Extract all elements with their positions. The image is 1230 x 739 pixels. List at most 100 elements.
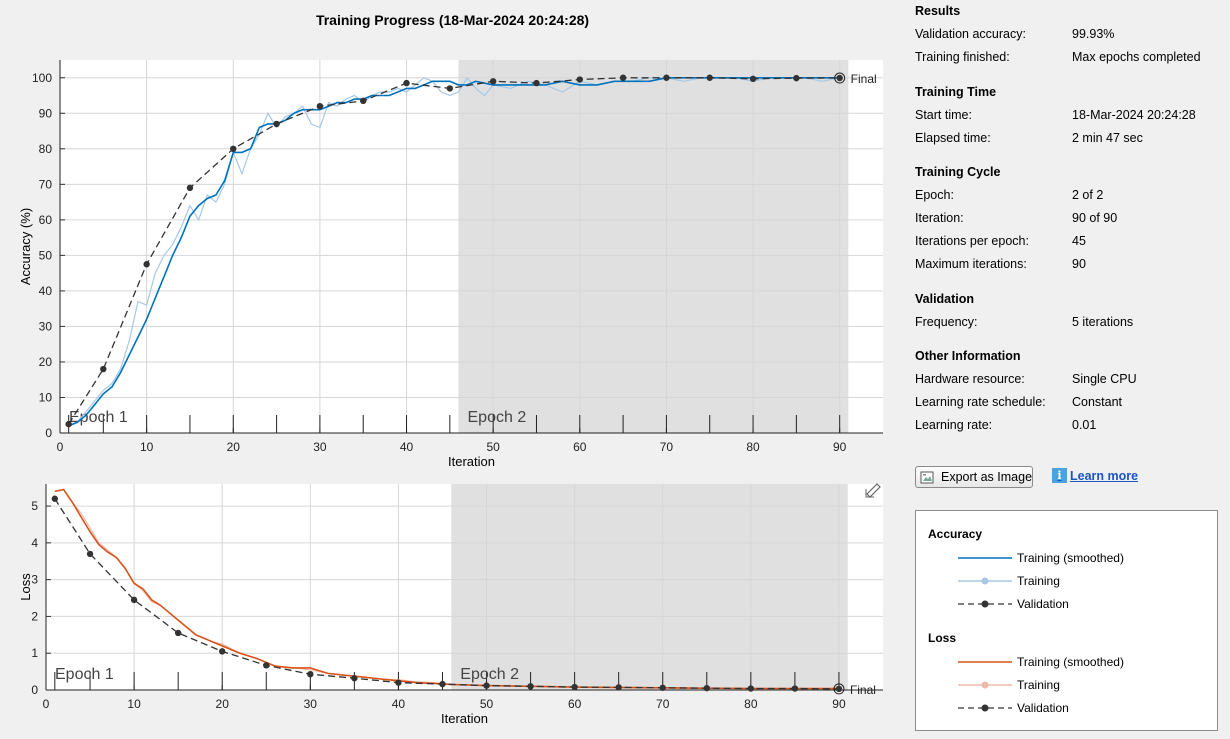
legend-loss-training-label: Training [1017,678,1060,692]
learning-rate-label: Learning rate: [915,418,993,432]
loss-epoch-1-label: Epoch 1 [55,666,114,683]
learning-rate-schedule-label: Learning rate schedule: [915,395,1046,409]
loss-validation-point [86,550,94,558]
loss-xtick-label: 60 [568,697,582,711]
loss-series-validation [54,498,839,690]
validation-accuracy-value: 99.93% [1072,27,1115,41]
acc-validation-point [143,261,150,268]
acc-xtick-label: 10 [140,440,154,454]
acc-ytick-label: 90 [39,106,53,120]
loss-xtick-label: 70 [656,697,670,711]
legend-acc-smoothed-swatch [958,557,1012,559]
acc-validation-point [533,79,540,87]
loss-series-training [54,488,839,690]
acc-xtick-label: 60 [573,440,587,454]
acc-xtick-label: 80 [746,440,760,454]
loss-validation-point [703,684,710,692]
loss-validation-point [483,682,490,689]
acc-validation-point [360,97,367,105]
acc-epoch-2-shade [458,60,849,433]
acc-xtick-label: 0 [57,440,64,454]
acc-validation-point [836,74,843,82]
validation-heading: Validation [915,292,975,306]
training-time-heading: Training Time [915,85,997,99]
acc-epoch-2-label: Epoch 2 [468,409,527,426]
frequency-label: Frequency: [915,315,978,329]
training-cycle-heading: Training Cycle [915,165,1001,179]
acc-validation-point [100,365,107,373]
acc-validation-point [749,75,757,83]
loss-validation-point [659,684,666,691]
hardware-resource-value: Single CPU [1072,372,1137,386]
iterations-per-epoch-label: Iterations per epoch: [915,234,1029,248]
legend-accuracy-heading: Accuracy [928,527,983,541]
acc-validation-point [489,78,497,85]
acc-validation-point [230,145,237,153]
loss-final-marker [833,683,845,695]
legend-acc-validation-swatch [958,600,1012,608]
acc-xtick-label: 50 [486,440,500,454]
start-time-value: 18-Mar-2024 20:24:28 [1072,108,1196,122]
epoch-value: 2 of 2 [1072,188,1104,202]
loss-final-label: Final [850,683,876,697]
loss-validation-point [263,662,270,669]
legend-acc-validation-label: Validation [1017,597,1069,611]
acc-xtick-label: 30 [313,440,327,454]
acc-validation-point [273,120,280,128]
acc-validation-point [65,420,72,428]
acc-validation-point [663,74,670,81]
loss-ytick-label: 1 [31,646,38,660]
acc-final-label: Final [851,72,877,86]
elapsed-time-value: 2 min 47 sec [1072,131,1143,145]
accuracy-chart[interactable]: 0 10 20 30 40 50 60 70 80 90 100 0 10 20 30 40 50 60 70 80 9… [0,0,900,480]
loss-validation-point [527,683,534,690]
hardware-resource-label: Hardware resource: [915,372,1025,386]
frequency-value: 5 iterations [1072,315,1134,329]
acc-validation-point [706,74,713,81]
loss-validation-point [791,685,799,692]
legend-acc-smoothed-label: Training (smoothed) [1017,551,1124,565]
iteration-value: 90 of 90 [1072,211,1118,225]
loss-validation-point [835,685,843,693]
acc-ytick-label: 100 [32,71,52,85]
loss-xtick-label: 80 [744,697,758,711]
loss-validation-point [747,685,755,692]
acc-ytick-label: 40 [39,284,53,298]
export-as-image-button[interactable]: Export as Image [915,466,1033,488]
info-icon: i [1052,468,1067,483]
results-heading: Results [915,4,961,18]
acc-validation-point [793,74,800,82]
acc-ytick-label: 50 [39,248,53,262]
legend-panel: Accuracy Training (smoothed) Training Va… [915,510,1218,731]
acc-ytick-label: 60 [39,213,53,227]
learning-rate-value: 0.01 [1072,418,1097,432]
legend-loss-validation-label: Validation [1017,701,1069,715]
loss-validation-point [571,683,578,691]
iteration-label: Iteration: [915,211,964,225]
acc-validation-point [186,184,194,192]
other-information-heading: Other Information [915,349,1021,363]
acc-validation-point [619,74,627,81]
loss-xtick-label: 30 [304,697,318,711]
training-finished-value: Max epochs completed [1072,50,1201,64]
learn-more-label: Learn more [1070,468,1139,483]
loss-xtick-label: 90 [832,697,846,711]
loss-xtick-label: 40 [392,697,406,711]
acc-epoch-1-label: Epoch 1 [69,409,128,426]
acc-series-training [68,76,840,427]
acc-xtick-label: 90 [833,440,847,454]
loss-ytick-label: 3 [31,573,38,587]
acc-ytick-label: 70 [39,177,53,191]
acc-ytick-label: 20 [39,355,53,369]
loss-validation-point [51,495,59,502]
legend-loss-validation-swatch [958,704,1012,712]
legend-loss-smoothed-swatch [958,661,1012,663]
legend-acc-training-swatch [958,577,1012,585]
learn-more-link[interactable]: i Learn more [1052,468,1138,483]
legend-loss-training-swatch [958,681,1012,689]
page-title: Training Progress (18-Mar-2024 20:24:28) [315,12,590,28]
acc-validation-point [446,85,454,92]
edit-plot-icon[interactable] [864,480,884,498]
loss-series-training-smoothed [54,488,839,690]
image-export-icon [920,471,934,483]
